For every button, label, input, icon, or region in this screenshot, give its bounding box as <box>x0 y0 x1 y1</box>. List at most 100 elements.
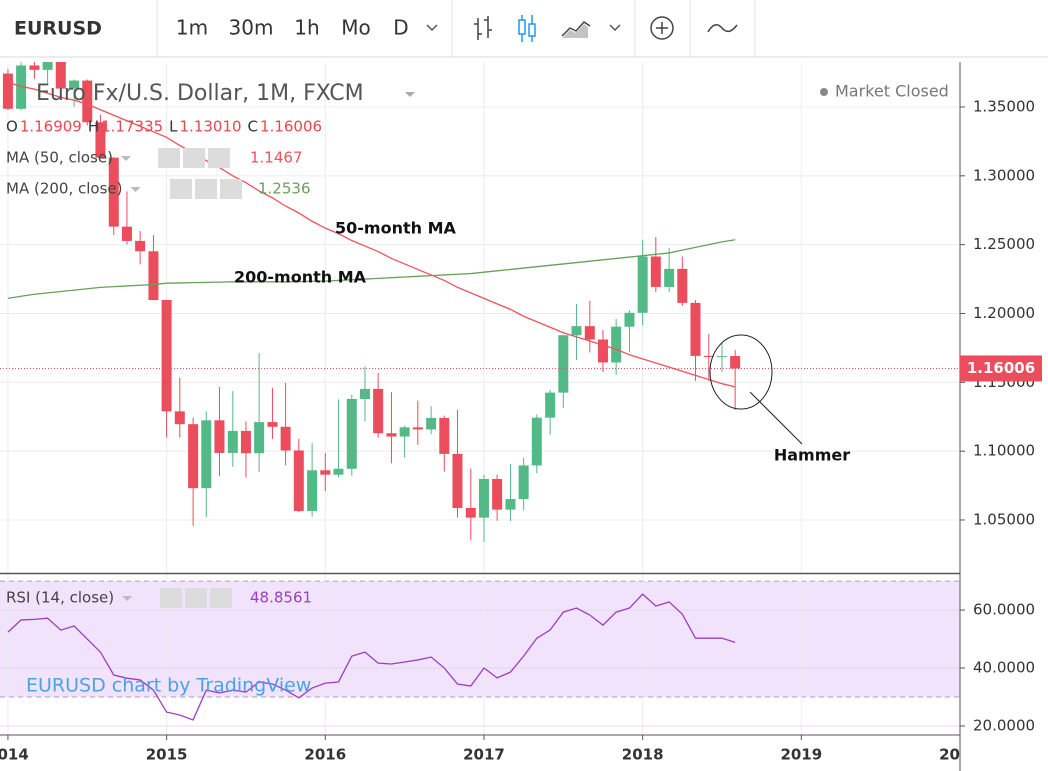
series-line <box>7 239 736 299</box>
candle-body <box>148 251 159 300</box>
x-tick-label: 2014 <box>0 746 29 764</box>
candle-body <box>690 302 701 356</box>
candle-body <box>95 122 106 158</box>
legend-icon <box>158 148 180 168</box>
legend-icon <box>208 148 230 168</box>
candle-body <box>320 470 331 475</box>
candle-body <box>478 478 489 518</box>
candle-body <box>333 468 344 475</box>
ohlc-value: 1.16006 <box>260 118 322 136</box>
candle-body <box>716 356 727 358</box>
ohlc-value: 1.16909 <box>20 118 82 136</box>
bars-icon[interactable] <box>474 16 492 40</box>
overlay: Euro Fx/U.S. Dollar, 1M, FXCM Market Clos… <box>6 81 949 697</box>
candle-body <box>558 335 569 393</box>
candles-icon[interactable] <box>518 15 536 42</box>
candle-body <box>188 424 199 489</box>
candle-body <box>518 465 529 500</box>
candle-body <box>2 73 13 109</box>
hammer-pointer <box>749 391 803 445</box>
toolbar: EURUSD 1m 30m 1h Mo D <box>0 0 1048 58</box>
legend-icon <box>183 148 205 168</box>
candle-body <box>677 268 688 303</box>
candle-body <box>624 312 635 327</box>
candle-body <box>55 62 66 89</box>
y-tick-label: 1.10000 <box>973 442 1035 460</box>
price-pane <box>0 62 960 572</box>
candle-body <box>373 388 384 434</box>
legend-icon <box>210 588 232 608</box>
legend-dropdown <box>122 596 133 601</box>
x-tick-label: 2019 <box>780 746 822 764</box>
candle-body <box>69 80 80 89</box>
ohlc-label: H <box>88 118 99 136</box>
legend-dropdown <box>120 156 131 161</box>
watermark: EURUSD chart by TradingView <box>26 675 311 697</box>
series-line <box>7 593 736 721</box>
candle-body <box>386 433 397 437</box>
candle-body <box>637 256 648 313</box>
indicators-icon[interactable] <box>650 16 674 40</box>
interval[interactable]: 1m <box>176 16 208 40</box>
y-tick-label: 40.0000 <box>973 659 1035 677</box>
annotation: 50-month MA <box>335 219 456 238</box>
series-line <box>7 81 736 388</box>
candle-body <box>174 411 185 425</box>
compare-icon[interactable] <box>707 24 738 33</box>
candle-body <box>280 426 291 451</box>
candle-body <box>267 422 278 427</box>
candle-body <box>399 427 410 437</box>
candle-body <box>492 478 503 510</box>
candle-body <box>135 240 146 252</box>
candle-body <box>452 453 463 508</box>
legend-icon <box>220 179 242 199</box>
legend-name: RSI (14, close) <box>6 589 114 607</box>
candle-body <box>426 417 437 430</box>
interval[interactable]: D <box>393 16 408 40</box>
style-dropdown[interactable] <box>609 24 621 32</box>
status-dot <box>820 88 828 96</box>
candle-body <box>412 427 423 430</box>
y-tick-label: 1.05000 <box>973 510 1035 528</box>
candle-body <box>545 392 556 418</box>
candle-body <box>82 80 93 123</box>
y-tick-label: 1.30000 <box>973 166 1035 184</box>
candle-body <box>359 388 370 399</box>
legend-icon <box>195 179 217 199</box>
ohlc-label: C <box>248 118 258 136</box>
chart-title: Euro Fx/U.S. Dollar, 1M, FXCM <box>36 81 364 106</box>
y-tick-label: 1.25000 <box>973 235 1035 253</box>
y-tick-label: 1.20000 <box>973 304 1035 322</box>
interval[interactable]: Mo <box>341 16 371 40</box>
y-tick-label: 60.0000 <box>973 601 1035 619</box>
candle-body <box>29 65 40 70</box>
candle-body <box>214 420 225 453</box>
candle-body <box>16 65 27 109</box>
candle-body <box>730 356 741 369</box>
legend-value: 1.1467 <box>250 149 303 167</box>
last-price-box <box>960 355 1042 382</box>
area-icon[interactable] <box>561 21 591 38</box>
candle-body <box>611 326 622 363</box>
candle-body <box>531 417 542 466</box>
candle-body <box>439 417 450 454</box>
candle-body <box>42 62 53 70</box>
interval-dropdown[interactable] <box>426 24 438 32</box>
candle-body <box>307 470 318 512</box>
x-tick-label: 2015 <box>146 746 188 764</box>
legend-icon <box>170 179 192 199</box>
legend-name: MA (50, close) <box>6 149 113 167</box>
annotation: 200-month MA <box>234 268 367 287</box>
candle-body <box>201 420 212 489</box>
ohlc-label: O <box>6 118 18 136</box>
symbol[interactable]: EURUSD <box>14 18 102 40</box>
legend-icon <box>185 588 207 608</box>
x-tick-label: 2017 <box>463 746 505 764</box>
interval[interactable]: 1h <box>294 16 319 40</box>
candle-body <box>597 339 608 363</box>
candle-body <box>240 430 251 454</box>
legend-dropdown <box>130 187 141 192</box>
interval[interactable]: 30m <box>229 16 274 40</box>
ohlc-value: 1.17335 <box>101 118 163 136</box>
